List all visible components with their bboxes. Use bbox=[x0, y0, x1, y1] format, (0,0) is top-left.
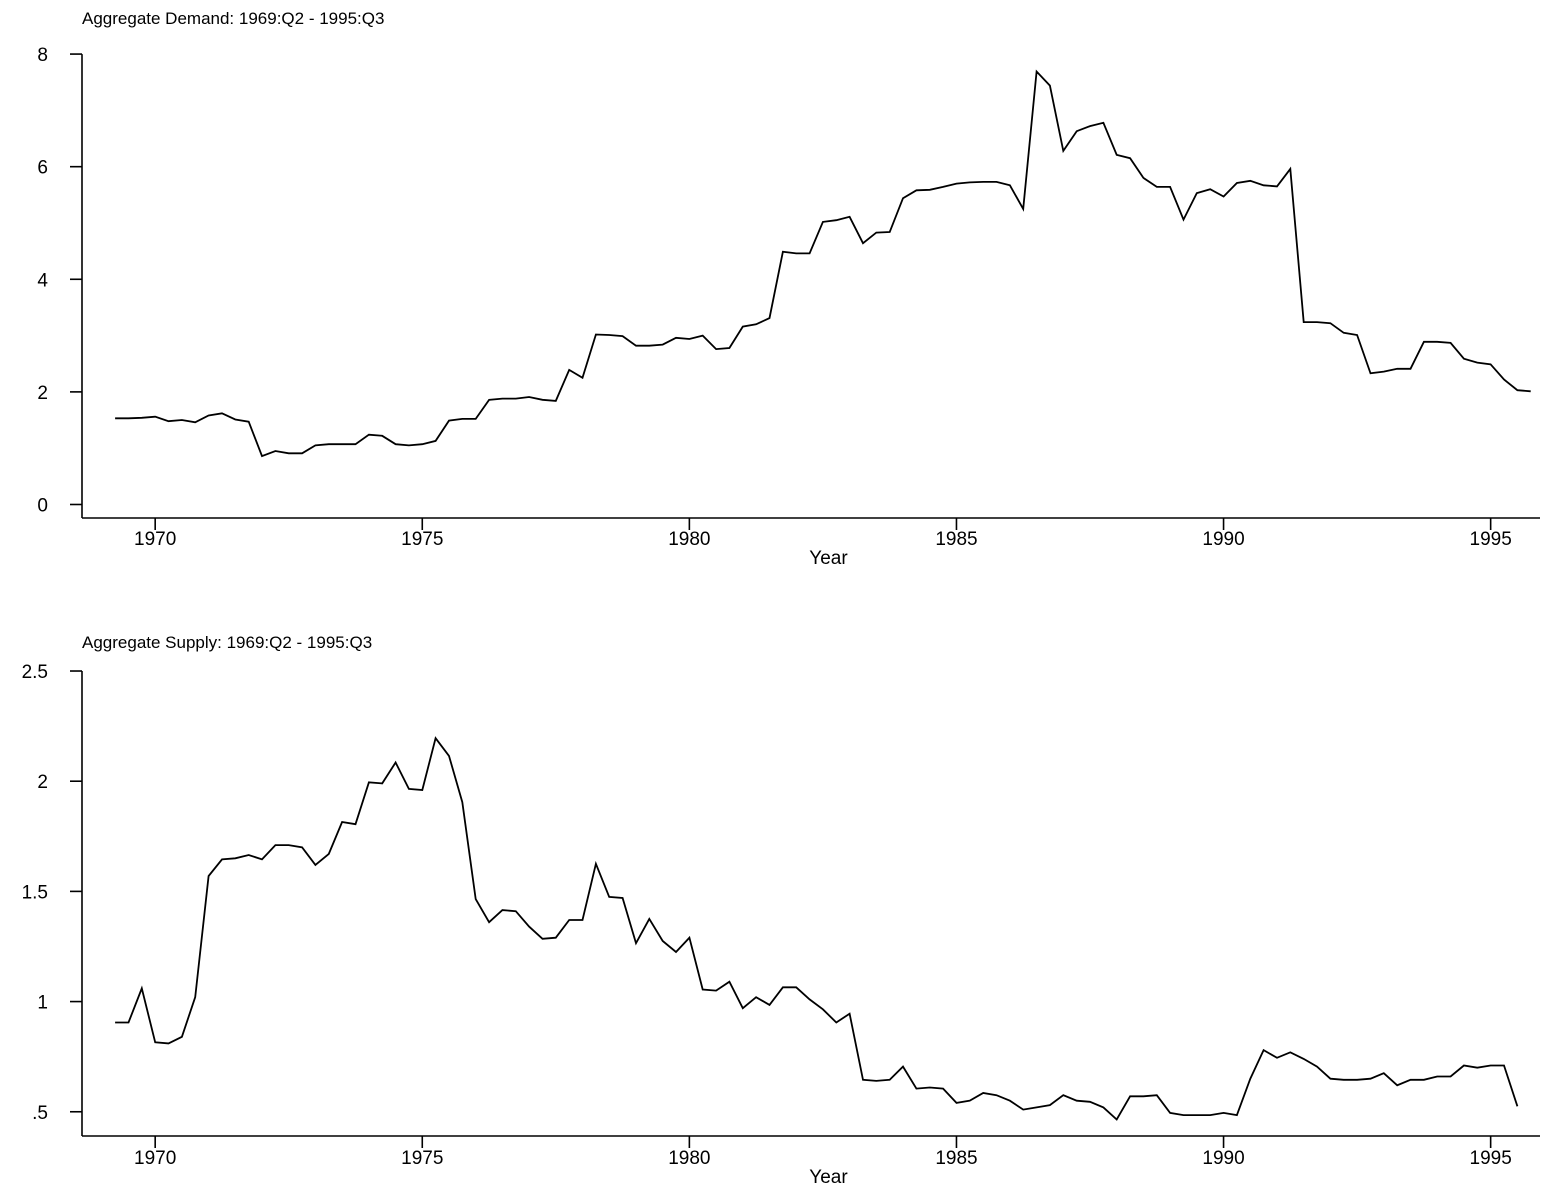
y-tick-label: 6 bbox=[37, 158, 48, 179]
y-tick-label: 0 bbox=[37, 495, 48, 516]
chart-panel-1: Aggregate Demand: 1969:Q2 - 1995:Q3 0 2 4 6 8… bbox=[37, 9, 1540, 569]
chart-panel-2: Aggregate Supply: 1969:Q2 - 1995:Q3 .5 1 1.… bbox=[22, 633, 1540, 1188]
y-tick-label: 8 bbox=[37, 45, 48, 66]
x-tick-label: 1990 bbox=[1202, 529, 1244, 550]
x-tick-label: 1985 bbox=[935, 529, 977, 550]
y-tick-label: 2 bbox=[37, 772, 48, 793]
x-tick-label: 1980 bbox=[668, 529, 710, 550]
y-tick-label: 2.5 bbox=[22, 662, 48, 683]
series-line-1 bbox=[115, 69, 1531, 458]
x-tick-label: 1980 bbox=[668, 1148, 710, 1169]
y-tick-label: 1 bbox=[37, 993, 48, 1014]
x-axis-label: Year bbox=[809, 548, 848, 569]
x-tick-label: 1985 bbox=[935, 1148, 977, 1169]
y-tick-label: .5 bbox=[32, 1103, 48, 1124]
x-tick-label: 1995 bbox=[1470, 529, 1512, 550]
x-tick-label: 1970 bbox=[134, 1148, 176, 1169]
x-tick-label: 1975 bbox=[401, 1148, 443, 1169]
x-axis-label: Year bbox=[809, 1167, 848, 1188]
chart-title: Aggregate Demand: 1969:Q2 - 1995:Q3 bbox=[82, 9, 384, 28]
series-line-1 bbox=[115, 736, 1519, 1121]
y-tick-label: 1.5 bbox=[22, 882, 48, 903]
x-tick-label: 1995 bbox=[1470, 1148, 1512, 1169]
chart-title: Aggregate Supply: 1969:Q2 - 1995:Q3 bbox=[82, 633, 372, 652]
x-tick-label: 1970 bbox=[134, 529, 176, 550]
x-tick-label: 1975 bbox=[401, 529, 443, 550]
x-tick-label: 1990 bbox=[1202, 1148, 1244, 1169]
y-tick-label: 2 bbox=[37, 383, 48, 404]
y-tick-label: 4 bbox=[37, 270, 48, 291]
